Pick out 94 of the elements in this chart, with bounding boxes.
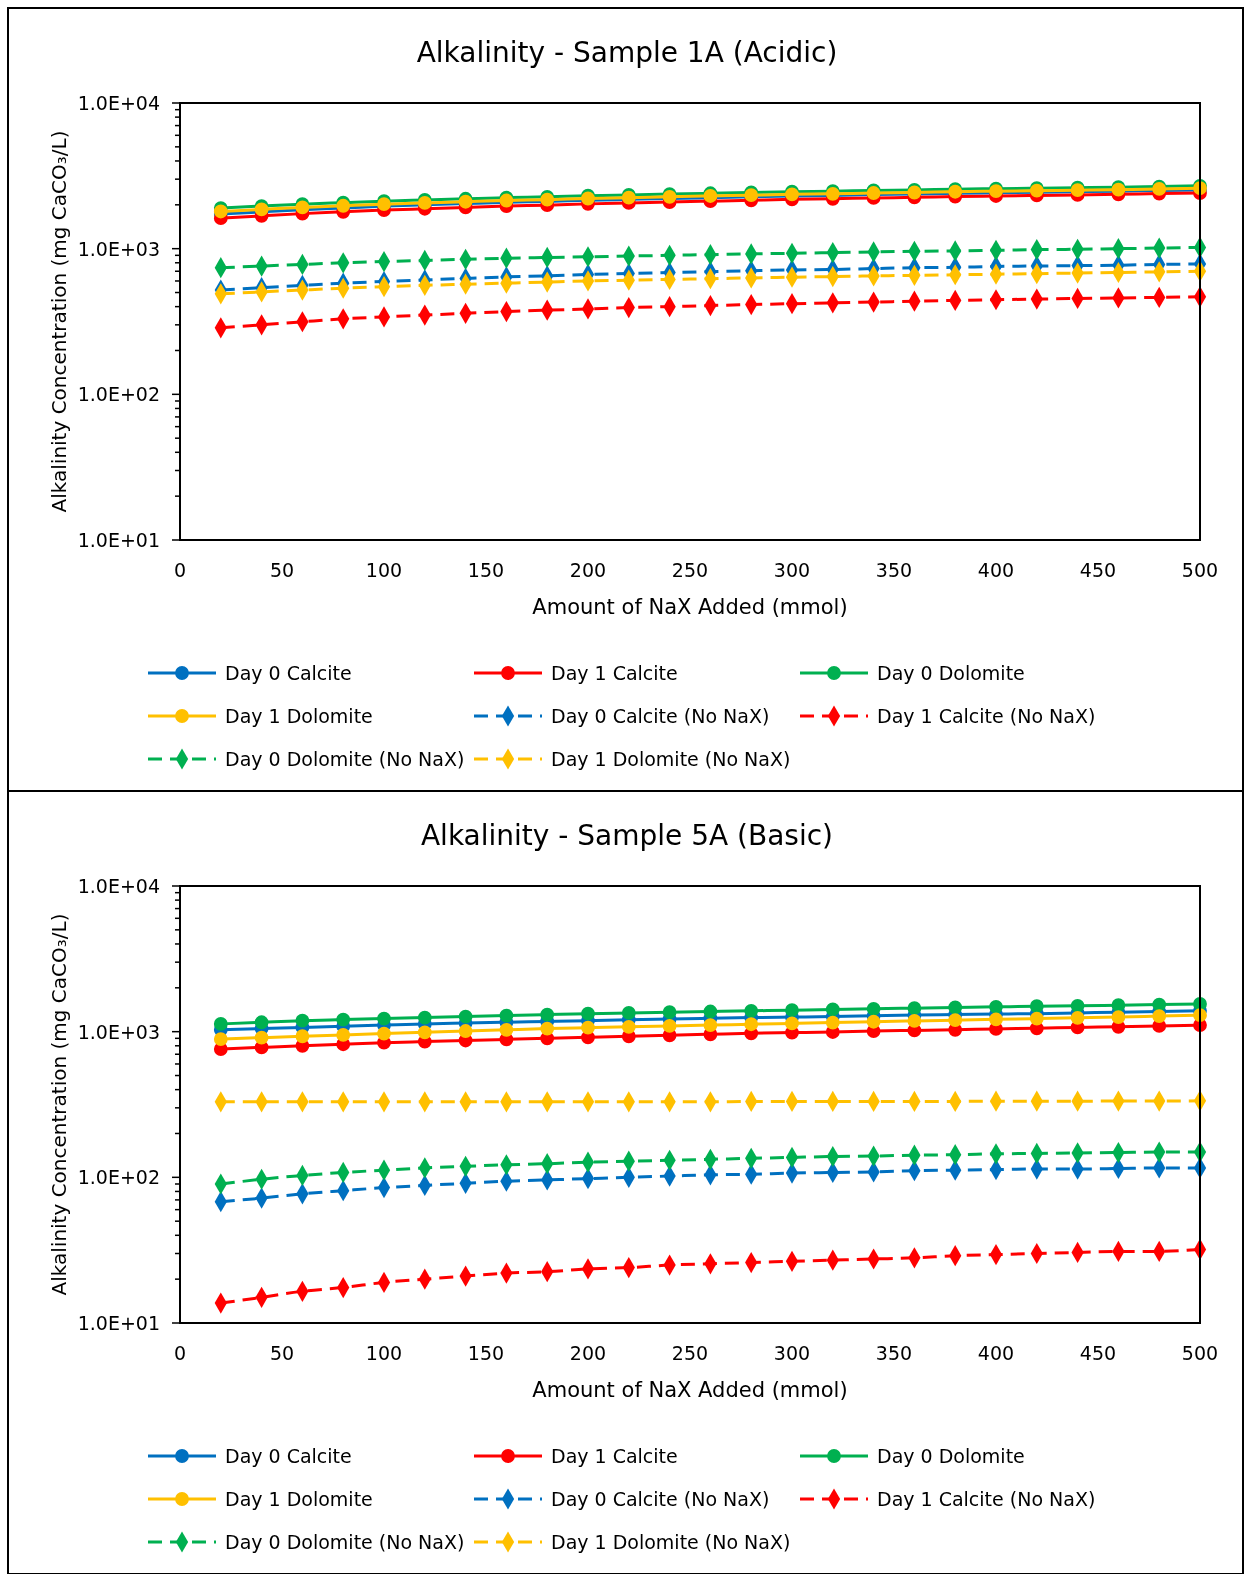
point bbox=[907, 1014, 922, 1028]
chart-title: Alkalinity - Sample 5A (Basic) bbox=[420, 819, 834, 852]
point bbox=[785, 1016, 799, 1031]
point bbox=[989, 1012, 1003, 1027]
x-tick-label: 150 bbox=[467, 1342, 505, 1364]
point bbox=[540, 1021, 555, 1036]
point bbox=[581, 1006, 595, 1021]
point bbox=[703, 1004, 718, 1019]
y-tick-label: 1.0E+04 bbox=[77, 92, 160, 114]
x-tick-label: 250 bbox=[671, 559, 709, 581]
point bbox=[499, 1022, 514, 1037]
y-tick-label: 1.0E+03 bbox=[77, 1020, 160, 1043]
point bbox=[1029, 1011, 1044, 1026]
point bbox=[254, 1030, 269, 1045]
x-tick-label: 200 bbox=[569, 559, 607, 581]
point bbox=[948, 1000, 963, 1015]
point bbox=[458, 1024, 473, 1038]
x-tick-label: 400 bbox=[977, 559, 1015, 581]
legend-label: Day 0 Calcite (No NaX) bbox=[551, 705, 770, 727]
point bbox=[540, 1007, 555, 1022]
x-tick-label: 400 bbox=[977, 1342, 1015, 1364]
point bbox=[458, 1009, 473, 1024]
y-tick-label: 1.0E+02 bbox=[77, 1166, 160, 1189]
x-tick-label: 350 bbox=[875, 559, 913, 581]
legend-label: Day 1 Calcite bbox=[551, 1445, 678, 1467]
point bbox=[254, 1015, 269, 1030]
x-tick-label: 100 bbox=[365, 559, 403, 581]
legend-label: Day 0 Dolomite (No NaX) bbox=[225, 1531, 465, 1553]
x-tick-label: 250 bbox=[671, 1342, 709, 1364]
point bbox=[581, 1020, 595, 1035]
y-axis-title: Alkalinity Concentration (mg CaCO₃/L) bbox=[47, 130, 71, 513]
point bbox=[377, 1011, 391, 1026]
legend-label: Day 0 Dolomite (No NaX) bbox=[225, 748, 465, 770]
point bbox=[336, 1012, 351, 1027]
point bbox=[866, 1014, 881, 1029]
point bbox=[621, 1006, 636, 1020]
legend-label: Day 1 Dolomite (No NaX) bbox=[551, 1531, 791, 1553]
point bbox=[213, 1032, 228, 1046]
point bbox=[499, 1008, 514, 1023]
y-tick-label: 1.0E+01 bbox=[77, 1312, 160, 1334]
point bbox=[866, 1001, 881, 1016]
point bbox=[948, 1013, 963, 1028]
point bbox=[825, 1002, 840, 1017]
x-tick-label: 50 bbox=[269, 1342, 295, 1364]
x-axis-title: Amount of NaX Added (mmol) bbox=[532, 595, 848, 619]
point bbox=[662, 1019, 677, 1033]
legend-label: Day 1 Dolomite bbox=[225, 1488, 373, 1510]
legend-label: Day 1 Dolomite bbox=[225, 705, 373, 727]
x-tick-label: 450 bbox=[1079, 559, 1117, 581]
x-tick-label: 0 bbox=[173, 1342, 187, 1364]
point bbox=[825, 1015, 840, 1030]
x-tick-label: 300 bbox=[773, 1342, 811, 1364]
legend-label: Day 1 Dolomite (No NaX) bbox=[551, 748, 791, 770]
legend-label: Day 0 Dolomite bbox=[877, 1445, 1025, 1467]
x-tick-label: 150 bbox=[467, 559, 505, 581]
x-tick-label: 200 bbox=[569, 1342, 607, 1364]
point bbox=[989, 999, 1003, 1014]
x-tick-label: 450 bbox=[1079, 1342, 1117, 1364]
x-tick-label: 350 bbox=[875, 1342, 913, 1364]
x-tick-label: 0 bbox=[173, 559, 187, 581]
point bbox=[744, 1003, 759, 1018]
legend-label: Day 1 Calcite (No NaX) bbox=[877, 1488, 1096, 1510]
y-tick-label: 1.0E+03 bbox=[77, 237, 160, 260]
x-tick-label: 100 bbox=[365, 1342, 403, 1364]
point bbox=[785, 1003, 799, 1018]
point bbox=[703, 1018, 718, 1032]
x-tick-label: 500 bbox=[1181, 1342, 1219, 1364]
point bbox=[907, 1001, 922, 1016]
x-tick-label: 500 bbox=[1181, 559, 1219, 581]
point bbox=[377, 1026, 391, 1041]
point bbox=[417, 1025, 432, 1040]
legend-label: Day 1 Calcite bbox=[551, 662, 678, 684]
legend-label: Day 1 Calcite (No NaX) bbox=[877, 705, 1096, 727]
legend-label: Day 0 Calcite bbox=[225, 1445, 352, 1467]
x-axis-title: Amount of NaX Added (mmol) bbox=[532, 1378, 848, 1402]
y-tick-label: 1.0E+04 bbox=[77, 875, 160, 897]
point bbox=[417, 1010, 432, 1025]
point bbox=[621, 1019, 636, 1034]
point bbox=[662, 1005, 677, 1020]
point bbox=[336, 1028, 351, 1042]
y-axis-title: Alkalinity Concentration (mg CaCO₃/L) bbox=[47, 913, 71, 1296]
chart-title: Alkalinity - Sample 1A (Acidic) bbox=[416, 36, 838, 69]
legend-label: Day 0 Calcite bbox=[225, 662, 352, 684]
legend-label: Day 0 Dolomite bbox=[877, 662, 1025, 684]
point bbox=[1029, 999, 1044, 1014]
y-tick-label: 1.0E+01 bbox=[77, 529, 160, 551]
point bbox=[295, 1029, 310, 1044]
point bbox=[744, 1017, 759, 1032]
point bbox=[213, 1017, 228, 1031]
x-tick-label: 50 bbox=[269, 559, 295, 581]
point bbox=[295, 1013, 310, 1028]
y-tick-label: 1.0E+02 bbox=[77, 383, 160, 406]
x-tick-label: 300 bbox=[773, 559, 811, 581]
legend-label: Day 0 Calcite (No NaX) bbox=[551, 1488, 770, 1510]
